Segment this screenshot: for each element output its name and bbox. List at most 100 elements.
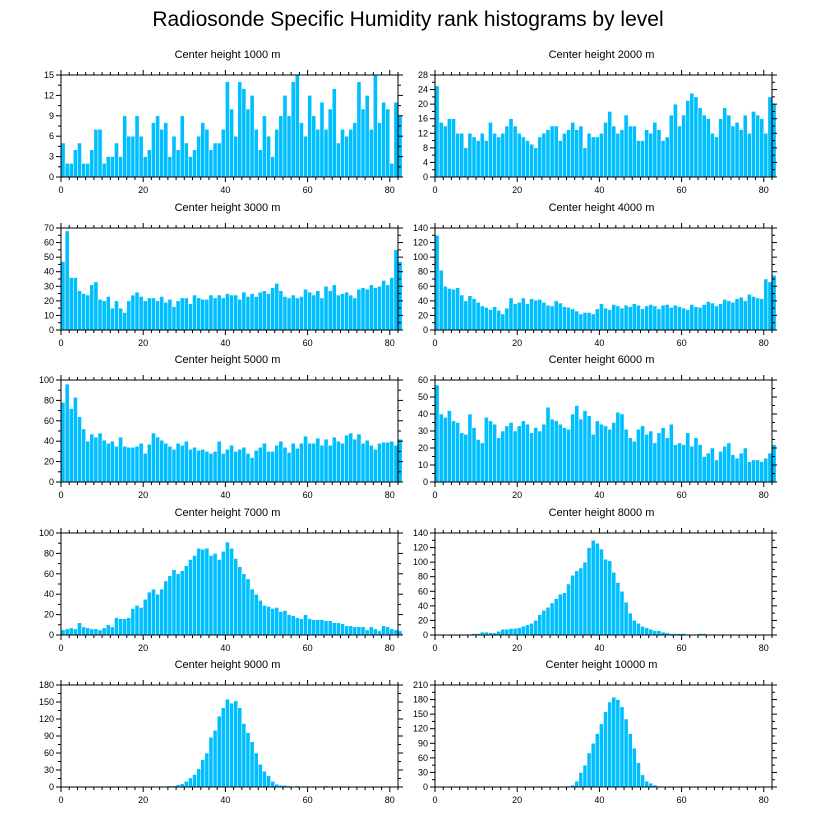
histogram-bar: [155, 593, 160, 636]
histogram-bar: [286, 452, 292, 483]
y-tick-label: 0: [423, 630, 428, 640]
histogram-bar: [582, 147, 588, 178]
histogram-bar: [656, 630, 662, 636]
histogram-bar: [451, 118, 456, 178]
chart-panel-5: Center height 5000 m 0 20 40 60 80 0 20 40 60 80 10…: [39, 354, 403, 500]
histogram-bar: [434, 235, 440, 331]
y-tick-label: 20: [44, 296, 54, 306]
histogram-bar: [373, 287, 378, 331]
histogram-bar: [389, 440, 395, 483]
histogram-bar: [315, 290, 321, 331]
histogram-bar: [586, 547, 592, 636]
histogram-bar: [763, 133, 769, 178]
histogram-bar: [323, 129, 329, 178]
x-tick-label: 20: [138, 490, 148, 500]
histogram-bar: [274, 283, 280, 331]
histogram-bar: [225, 81, 230, 178]
histogram-bar: [208, 149, 214, 178]
y-tick-label: 0: [423, 325, 428, 335]
histogram-bar: [126, 135, 132, 178]
histogram-bar: [266, 135, 271, 178]
histogram-bar: [93, 129, 99, 178]
histogram-bar: [553, 300, 559, 331]
y-tick-label: 60: [418, 375, 428, 385]
histogram-bar: [253, 450, 259, 483]
histogram-bar: [241, 723, 247, 788]
histogram-bar: [307, 442, 312, 483]
histogram-bar: [484, 307, 489, 331]
histogram-bar: [541, 302, 547, 331]
histogram-bar: [196, 768, 201, 788]
histogram-bar: [241, 291, 247, 331]
histogram-bar: [664, 136, 670, 178]
histogram-bar: [151, 297, 156, 331]
histogram-bar: [253, 296, 259, 331]
histogram-bar: [212, 297, 218, 331]
x-tick-label: 0: [58, 490, 63, 500]
histogram-bar: [134, 291, 140, 331]
histogram-bar: [718, 303, 723, 331]
histogram-bar: [463, 300, 469, 331]
panel-title: Center height 1000 m: [175, 49, 281, 61]
y-tick-label: 30: [44, 765, 54, 775]
x-tick-label: 60: [677, 490, 687, 500]
histogram-bar: [122, 312, 128, 331]
histogram-bar: [225, 449, 230, 483]
histogram-bar: [97, 629, 103, 636]
histogram-bar: [397, 630, 403, 636]
x-tick-label: 0: [432, 490, 437, 500]
histogram-bar: [352, 626, 358, 636]
y-tick-label: 120: [413, 543, 428, 553]
histogram-bar: [348, 294, 354, 331]
histogram-bar: [496, 136, 502, 178]
histogram-bar: [730, 125, 736, 178]
histogram-bar: [516, 133, 522, 178]
histogram-bar: [138, 607, 144, 636]
histogram-bar: [512, 628, 518, 636]
x-tick-label: 0: [432, 185, 437, 195]
histogram-bar: [126, 617, 132, 636]
histogram-bar: [159, 439, 164, 483]
histogram-bar: [389, 277, 395, 331]
histogram-bar: [368, 129, 374, 178]
histogram-bar: [545, 129, 551, 178]
histogram-bar: [368, 284, 374, 331]
histogram-bar: [611, 696, 617, 788]
histogram-bar: [171, 569, 177, 636]
y-tick-label: 80: [44, 548, 54, 558]
histogram-bar: [541, 133, 547, 178]
histogram-bar: [245, 108, 251, 178]
histogram-bar: [574, 129, 580, 178]
histogram-bar: [204, 451, 210, 483]
histogram-bar: [196, 297, 201, 331]
histogram-bar: [77, 290, 82, 331]
histogram-bar: [142, 453, 148, 483]
histogram-bar: [710, 133, 715, 178]
histogram-bar: [603, 558, 608, 636]
histogram-bar: [126, 447, 132, 483]
histogram-bar: [122, 618, 128, 636]
y-tick-label: 60: [418, 586, 428, 596]
histogram-bar: [595, 136, 600, 178]
histogram-bar: [274, 607, 280, 636]
histogram-bar: [595, 420, 600, 483]
histogram-bar: [315, 619, 321, 636]
x-tick-label: 40: [594, 338, 604, 348]
histogram-bar: [278, 115, 284, 178]
x-tick-label: 60: [677, 795, 687, 805]
histogram-bar: [660, 427, 666, 483]
histogram-bar: [192, 294, 197, 331]
histogram-bar: [640, 308, 645, 331]
histogram-bar: [253, 129, 259, 178]
histogram-bar: [381, 280, 386, 331]
histogram-bar: [216, 142, 222, 178]
histogram-bar: [336, 440, 341, 483]
histogram-bar: [607, 111, 612, 178]
histogram-bar: [184, 781, 189, 788]
histogram-bar: [126, 300, 132, 331]
histogram-bar: [60, 629, 66, 636]
histogram-bar: [85, 163, 91, 178]
histogram-bar: [290, 615, 296, 636]
histogram-bar: [697, 444, 703, 483]
histogram-bar: [488, 122, 493, 178]
